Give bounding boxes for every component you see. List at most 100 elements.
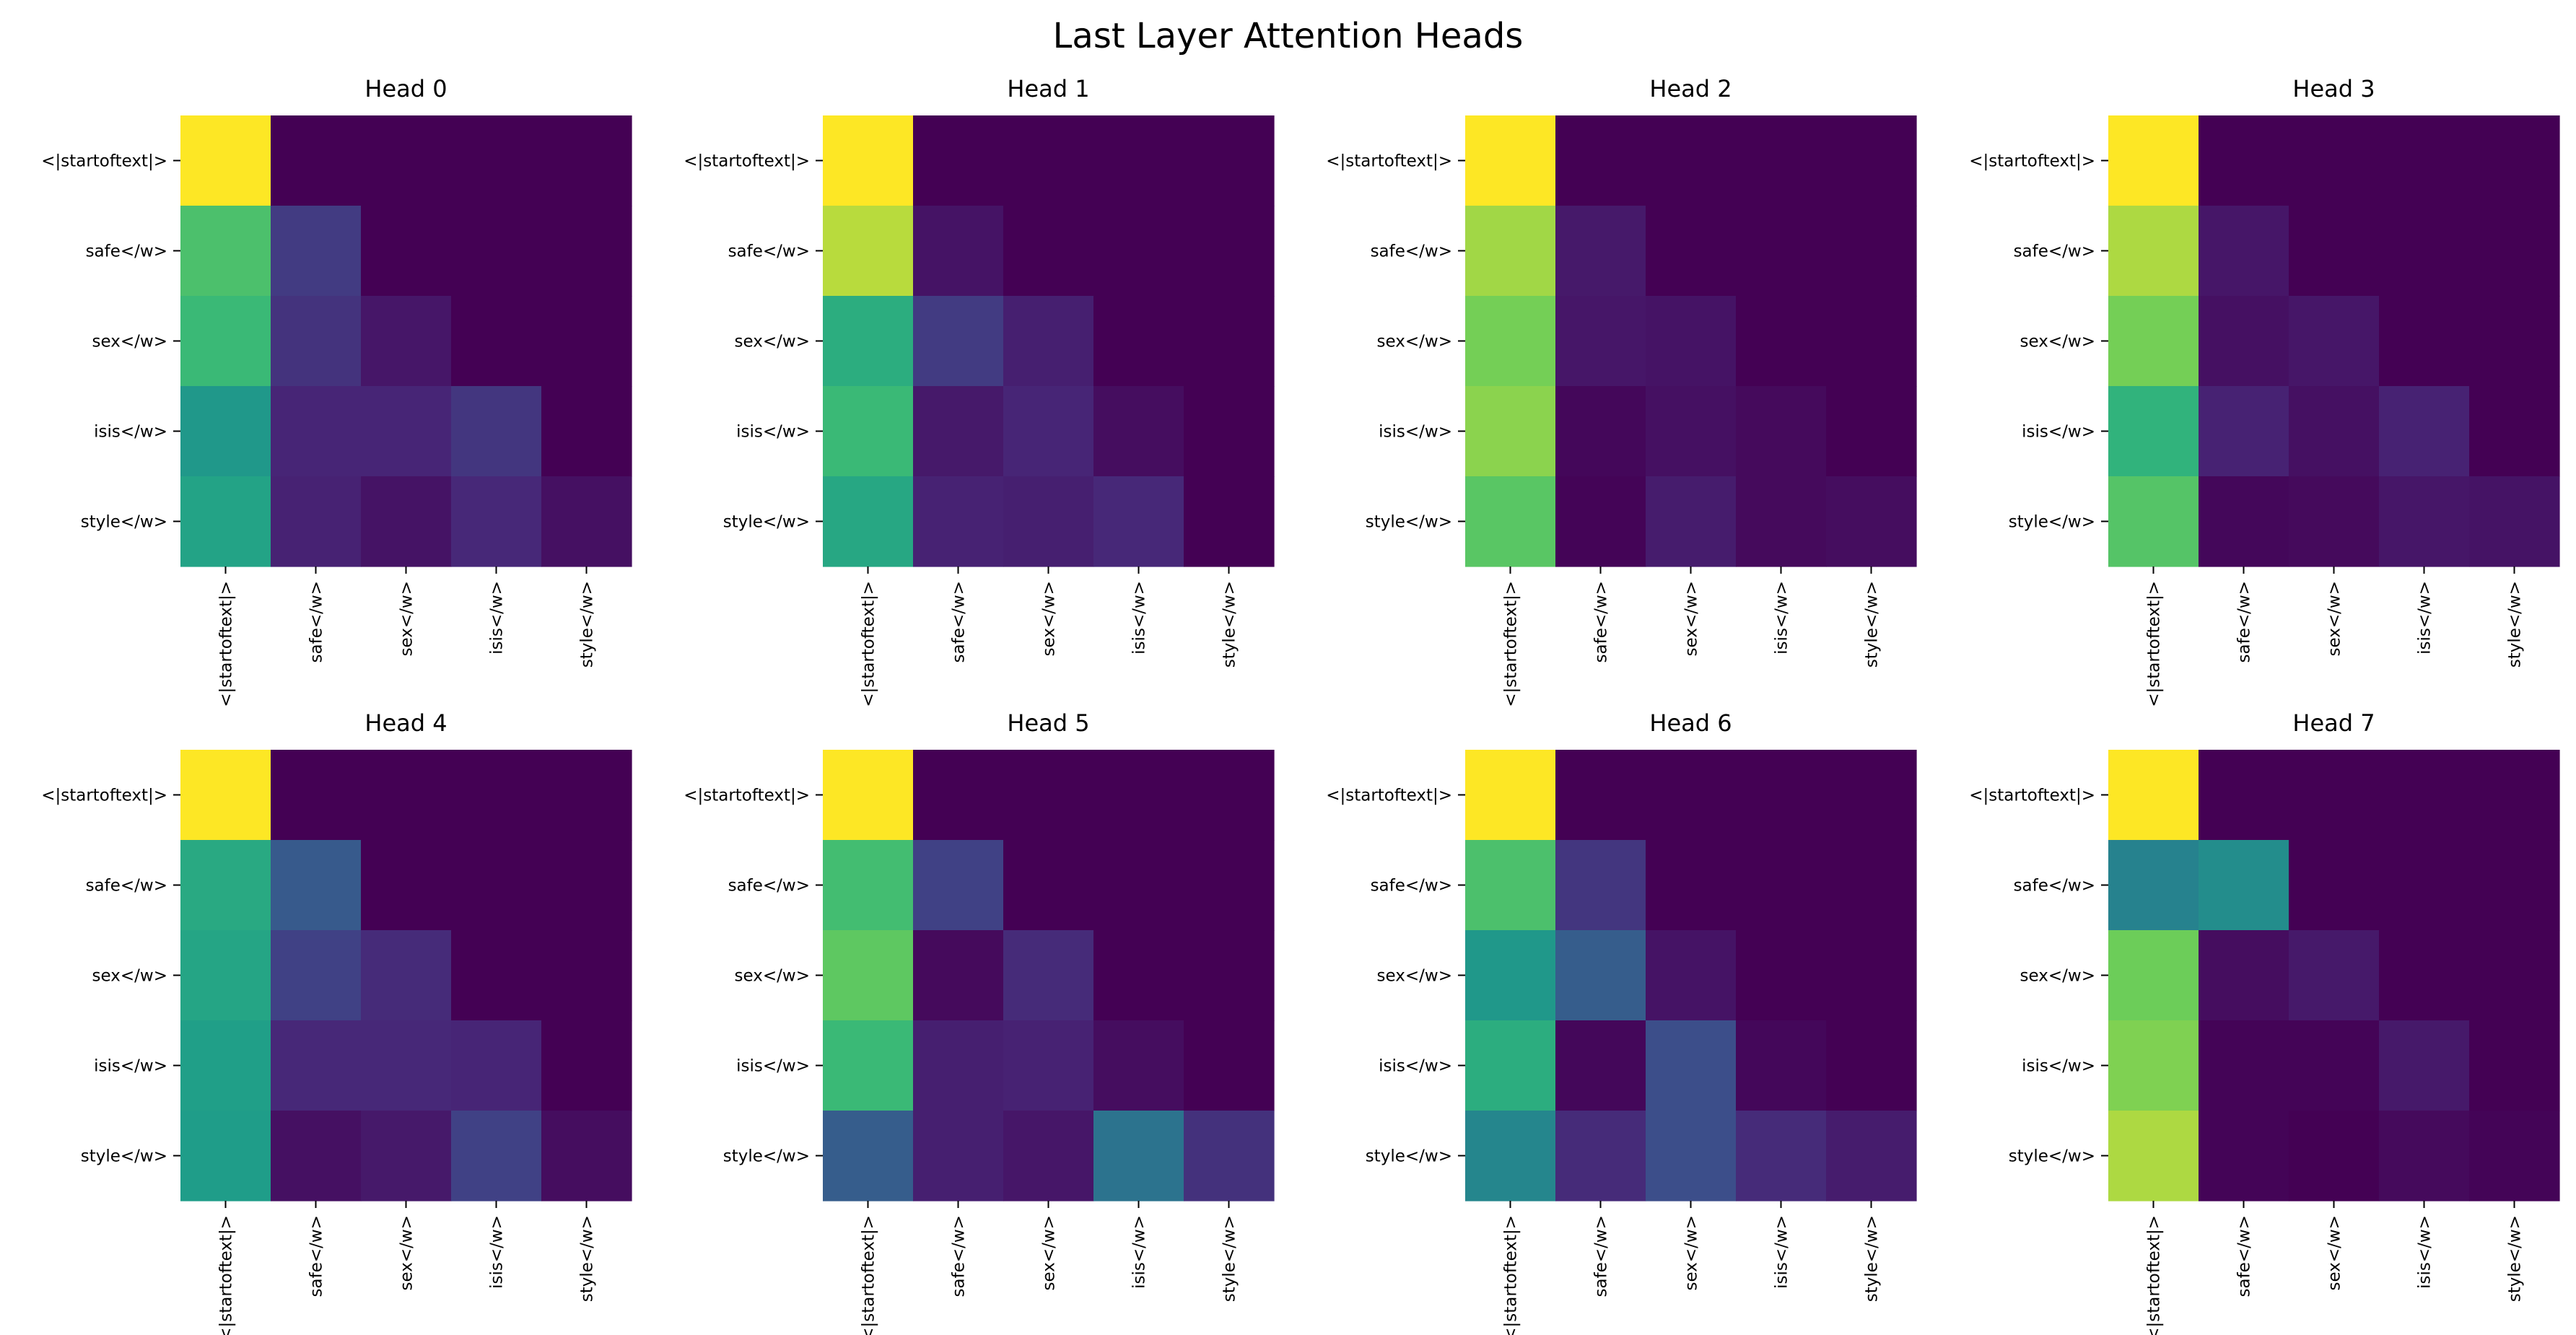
heatmap-cell — [1184, 115, 1275, 206]
x-tick-label: safe</w> — [950, 1215, 969, 1297]
y-tick-label: safe</w> — [86, 242, 167, 261]
heatmap-cell — [451, 115, 542, 206]
head-title: Head 3 — [2292, 75, 2375, 102]
y-tick-label: sex</w> — [2020, 967, 2095, 986]
heatmap-cell — [2289, 840, 2380, 931]
heatmap-cell — [823, 296, 914, 387]
heatmap-cell — [541, 1111, 632, 1202]
heatmap-cell — [1736, 1020, 1827, 1111]
x-tick-label: isis</w> — [1773, 581, 1791, 655]
heatmap-cell — [271, 750, 362, 841]
heatmap-cell — [1555, 386, 1646, 477]
heatmap-cell — [2379, 476, 2470, 567]
heatmap-cell — [1093, 115, 1184, 206]
y-tick-label: sex</w> — [735, 967, 810, 986]
heatmap-cell — [1465, 840, 1556, 931]
heatmap-cell — [1736, 1111, 1827, 1202]
heatmap-cell — [1736, 930, 1827, 1021]
heatmap-cell — [2199, 840, 2289, 931]
heatmap-head-3: Head 3 <|startoftext|> safe</w> sex</w> isis… — [1969, 75, 2560, 707]
heatmap-cell — [361, 296, 452, 387]
heatmap-cell — [1093, 1020, 1184, 1111]
heatmap-cell — [2379, 930, 2470, 1021]
x-tick-label: style</w> — [1221, 1215, 1239, 1302]
heatmap-cell — [1646, 296, 1737, 387]
heatmap-cell — [1003, 206, 1094, 297]
y-tick-label: style</w> — [723, 1147, 810, 1166]
heatmap-cell — [2199, 930, 2289, 1021]
x-tick-label: isis</w> — [2416, 1215, 2435, 1289]
heatmap-cell — [1646, 206, 1737, 297]
heatmap-cell — [361, 1111, 452, 1202]
heatmap-cell — [1826, 930, 1917, 1021]
heatmap-cell — [2108, 840, 2199, 931]
heatmap-cell — [271, 386, 362, 477]
heatmap-cell — [1184, 930, 1275, 1021]
heatmap-cell — [1826, 115, 1917, 206]
y-tick-label: isis</w> — [736, 423, 810, 442]
heatmap-cell — [2108, 206, 2199, 297]
heatmap-cell — [541, 840, 632, 931]
heatmap-cell — [2469, 1020, 2560, 1111]
heatmap-cell — [913, 1020, 1004, 1111]
heatmap-cell — [361, 930, 452, 1021]
heatmap-cell — [1646, 115, 1737, 206]
y-tick-label: <|startoftext|> — [1326, 152, 1452, 171]
heatmap-head-6: Head 6 <|startoftext|> safe</w> sex</w> isis… — [1326, 709, 1917, 1335]
x-tick-label: sex</w> — [2326, 1215, 2344, 1290]
heatmap-cell — [1003, 840, 1094, 931]
heatmap-cell — [913, 930, 1004, 1021]
heatmap-cell — [1465, 115, 1556, 206]
heatmap-cell — [271, 115, 362, 206]
heatmap-head-5: Head 5 <|startoftext|> safe</w> sex</w> isis… — [684, 709, 1275, 1335]
y-tick-label: isis</w> — [94, 423, 167, 442]
heatmap-cell — [451, 476, 542, 567]
heatmap-cell — [2199, 206, 2289, 297]
heatmap-cell — [2469, 476, 2560, 567]
heatmap-cell — [361, 1020, 452, 1111]
heatmap-cell — [1465, 930, 1556, 1021]
y-tick-label: sex</w> — [1377, 967, 1452, 986]
x-tick-label: <|startoftext|> — [2145, 581, 2164, 707]
y-tick-label: <|startoftext|> — [684, 152, 810, 171]
x-tick-label: <|startoftext|> — [860, 581, 878, 707]
heatmap-cell — [271, 1111, 362, 1202]
head-title: Head 2 — [1649, 75, 1732, 102]
heatmap-cell — [913, 1111, 1004, 1202]
heatmap-cell — [1646, 750, 1737, 841]
heatmap-cell — [1646, 476, 1737, 567]
x-tick-label: style</w> — [2506, 581, 2525, 668]
heatmap-cell — [2469, 115, 2560, 206]
heatmap-cell — [2199, 386, 2289, 477]
heatmap-head-2: Head 2 <|startoftext|> safe</w> sex</w> isis… — [1326, 75, 1917, 707]
heatmap-cell — [1093, 386, 1184, 477]
heatmap-cell — [541, 386, 632, 477]
heatmap-cell — [2199, 1020, 2289, 1111]
heatmap-cell — [2379, 1020, 2470, 1111]
heatmap-cell — [2379, 1111, 2470, 1202]
heatmap-cell — [823, 476, 914, 567]
heatmap-cell — [1465, 206, 1556, 297]
y-tick-label: safe</w> — [728, 877, 810, 896]
heatmap-cell — [1826, 476, 1917, 567]
heatmap-cell — [823, 386, 914, 477]
heatmap-cell — [2289, 476, 2380, 567]
heatmap-cell — [2469, 296, 2560, 387]
heatmap-cell — [1555, 115, 1646, 206]
heatmap-cell — [913, 750, 1004, 841]
heatmap-cell — [1646, 386, 1737, 477]
heatmap-cell — [823, 840, 914, 931]
heatmap-cell — [1093, 476, 1184, 567]
heatmap-cell — [361, 750, 452, 841]
heatmap-cell — [1093, 750, 1184, 841]
heatmap-cell — [451, 386, 542, 477]
x-tick-label: style</w> — [1863, 1215, 1882, 1302]
heatmap-cell — [2379, 386, 2470, 477]
heatmap-cell — [2108, 386, 2199, 477]
heatmap-cell — [1736, 206, 1827, 297]
heatmap-cell — [2289, 1111, 2380, 1202]
x-tick-label: style</w> — [1863, 581, 1882, 668]
y-tick-label: style</w> — [1366, 513, 1452, 532]
x-tick-label: isis</w> — [1773, 1215, 1791, 1289]
heatmap-cell — [180, 840, 271, 931]
